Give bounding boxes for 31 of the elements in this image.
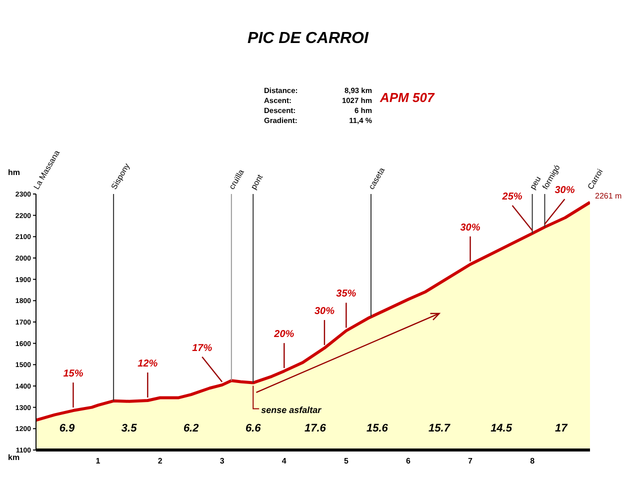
- annotation: 3.5: [121, 422, 138, 435]
- x-tick-label: 2: [158, 456, 163, 466]
- annotation: 15.7: [428, 422, 451, 435]
- annotation: 15.6: [366, 422, 389, 435]
- annotation: sense asfaltar: [261, 404, 322, 415]
- annotation: 6.9: [59, 422, 76, 435]
- annotation: 6.6: [245, 422, 262, 435]
- annotation: 12%: [138, 358, 158, 370]
- annotation: 17%: [192, 342, 212, 354]
- annotation: 14.5: [490, 422, 513, 435]
- annotation: 30%: [460, 222, 480, 234]
- x-tick-label: 8: [530, 456, 536, 466]
- x-tick-label: 7: [468, 456, 474, 466]
- annotation: 35%: [336, 288, 356, 300]
- x-tick-label: 5: [344, 456, 349, 466]
- annotation: 25%: [501, 191, 522, 202]
- annotation: 17.6: [304, 422, 327, 435]
- annotation: 17: [555, 422, 568, 435]
- x-tick-label: 1: [96, 456, 101, 466]
- annotation: 2261 m: [595, 191, 622, 200]
- x-tick-label: 3: [220, 456, 225, 466]
- text: APM 507: [380, 90, 434, 105]
- x-tick-label: 4: [282, 456, 287, 466]
- annotation: 15%: [63, 368, 84, 380]
- y-axis-title: hm: [8, 168, 20, 177]
- annotation: 6.2: [183, 422, 199, 435]
- annotation: 20%: [273, 329, 294, 340]
- x-tick-label: 6: [406, 456, 411, 466]
- annotation: 30%: [314, 306, 335, 318]
- x-axis-title: km: [8, 453, 20, 462]
- chart-title: PIC DE CARROI: [246, 30, 370, 48]
